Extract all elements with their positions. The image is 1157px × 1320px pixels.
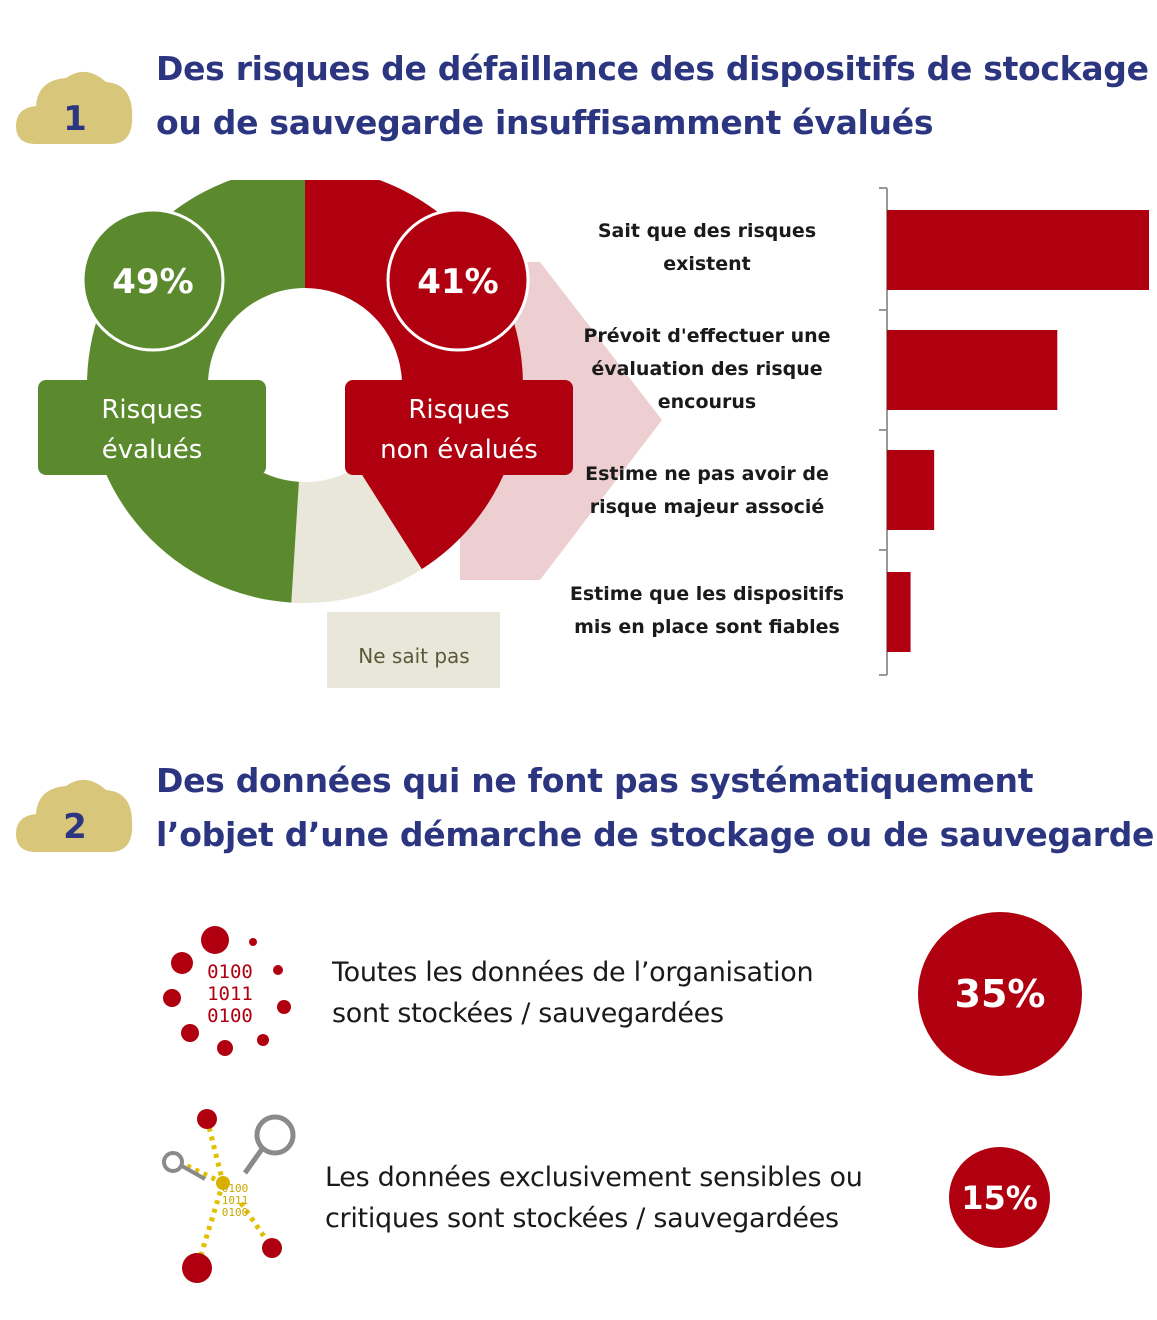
bar-label-reliable-devices: Estime que les dispositifs mis en place … <box>569 583 845 638</box>
bar-plans-evaluation <box>887 330 1058 410</box>
bar-known-risks <box>887 210 1149 290</box>
label-box-unknown <box>327 612 500 688</box>
stat-row-all-data: 0100 1011 0100 Toutes les données de l’o… <box>0 912 1157 1120</box>
stat-text-all-data: Toutes les données de l’organisation son… <box>332 957 814 1029</box>
section-2-header: 2 Des données qui ne font pas systématiq… <box>0 752 1157 872</box>
stat-text-sensitive-data: Les données exclusivement sensibles ou c… <box>325 1162 863 1234</box>
section-1-title: Des risques de défaillance des dispositi… <box>156 49 1149 142</box>
section-number: 2 <box>63 807 87 847</box>
label-evaluated-line2: évalués <box>102 435 203 465</box>
pct-evaluated: 49% <box>112 262 193 302</box>
bar-chart: Sait que des risques existent Prévoit d'… <box>560 180 1157 680</box>
donut-chart: Ne sait pas Risques évalués Risques non … <box>0 180 700 710</box>
section-number: 1 <box>63 99 87 139</box>
svg-text:0100: 0100 <box>222 1206 249 1219</box>
label-box-non-evaluated <box>345 380 573 475</box>
section-1-header: 1 Des risques de défaillance des disposi… <box>0 40 1157 160</box>
section-2-title: Des données qui ne font pas systématique… <box>156 761 1155 854</box>
svg-text:0100: 0100 <box>222 1182 249 1195</box>
stat-value-all-data: 35% <box>918 912 1082 1076</box>
label-unknown: Ne sait pas <box>358 644 469 668</box>
bar-no-major-risk <box>887 450 935 530</box>
svg-text:0100: 0100 <box>207 961 253 983</box>
pct-bubble-non-evaluated <box>386 208 530 352</box>
svg-text:1011: 1011 <box>222 1194 249 1207</box>
label-non-evaluated-line1: Risques <box>408 395 509 425</box>
label-non-evaluated-line2: non évalués <box>380 435 538 465</box>
bar-label-plans-evaluation: Prévoit d'effectuer une évaluation des r… <box>583 325 831 413</box>
bar-reliable-devices <box>887 572 911 652</box>
bar-label-no-major-risk: Estime ne pas avoir de risque majeur ass… <box>585 463 829 518</box>
bar-label-known-risks: Sait que des risques existent <box>597 220 817 275</box>
cloud-icon: 2 <box>16 779 133 852</box>
svg-text:1011: 1011 <box>207 983 253 1005</box>
magnifier-data-icon: 0100 1011 0100 <box>162 1109 296 1283</box>
svg-text:0100: 0100 <box>207 1005 253 1027</box>
cloud-icon: 1 <box>16 71 133 144</box>
binary-data-icon: 0100 1011 0100 <box>163 926 291 1056</box>
stat-value-sensitive-data: 15% <box>949 1147 1050 1248</box>
pct-non-evaluated: 41% <box>417 262 498 302</box>
label-box-evaluated <box>38 380 266 475</box>
stat-row-sensitive-data: 0100 1011 0100 Les données exclusivement… <box>0 1105 1157 1305</box>
donut-slice-unknown <box>291 466 422 603</box>
label-evaluated-line1: Risques <box>101 395 202 425</box>
pct-bubble-evaluated <box>81 208 225 352</box>
